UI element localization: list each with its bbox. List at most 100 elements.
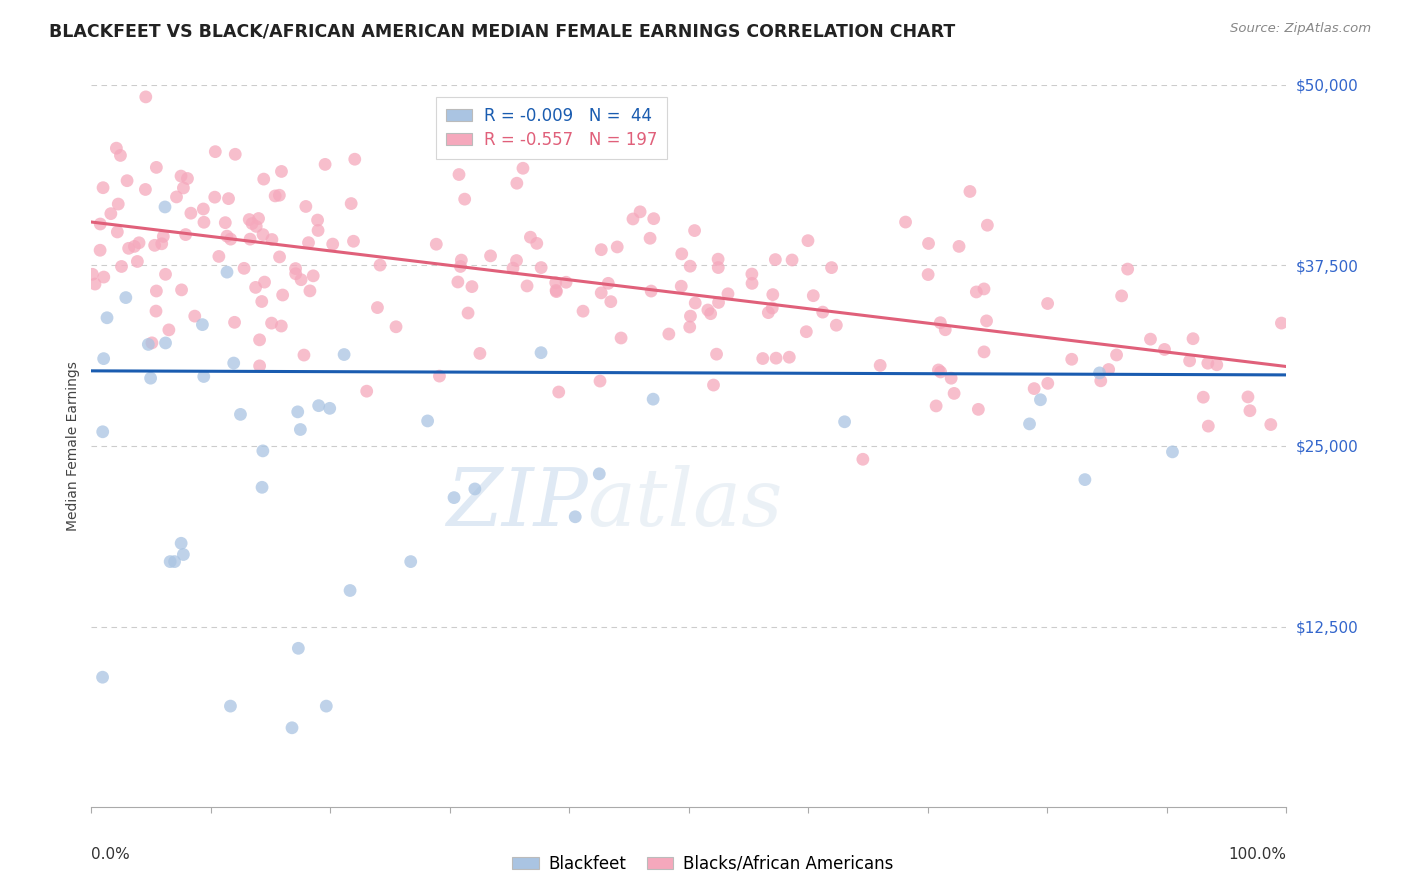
Point (191, 318, 214, 332)
Point (640, 284, 662, 298)
Point (894, 215, 917, 229)
Point (546, 285, 568, 299)
Point (218, 192, 240, 206)
Point (671, 247, 693, 261)
Point (91, 180, 114, 194)
Point (443, 491, 465, 505)
Point (366, 301, 388, 315)
Point (763, 252, 786, 267)
Point (717, 286, 740, 301)
Point (145, 304, 167, 318)
Point (166, 190, 188, 204)
Point (1024, 382, 1046, 396)
Point (1260, 417, 1282, 432)
Point (1178, 354, 1201, 368)
Point (117, 241, 139, 255)
Point (252, 227, 274, 242)
Point (204, 145, 226, 159)
Point (287, 641, 309, 656)
Point (180, 206, 202, 220)
Point (238, 212, 260, 227)
Point (224, 315, 246, 329)
Point (322, 237, 344, 252)
Point (93, 270, 115, 285)
Point (973, 282, 995, 296)
Point (245, 219, 267, 234)
Point (240, 217, 263, 231)
Point (512, 161, 534, 176)
Point (588, 467, 610, 481)
Point (260, 316, 283, 330)
Y-axis label: Median Female Earnings: Median Female Earnings (66, 361, 80, 531)
Point (1088, 366, 1111, 380)
Point (530, 260, 553, 275)
Point (356, 384, 378, 399)
Point (628, 204, 651, 219)
Point (976, 218, 998, 232)
Point (1060, 352, 1083, 367)
Point (707, 295, 730, 310)
Point (193, 215, 215, 229)
Point (679, 320, 702, 334)
Point (1036, 376, 1059, 391)
Point (208, 249, 231, 263)
Text: 0.0%: 0.0% (91, 847, 131, 862)
Point (706, 347, 728, 361)
Point (702, 378, 724, 392)
Point (284, 267, 307, 281)
Point (100, 207, 122, 221)
Point (526, 236, 548, 251)
Point (699, 307, 721, 321)
Point (457, 306, 479, 320)
Point (157, 323, 180, 337)
Point (741, 277, 763, 291)
Point (917, 268, 939, 282)
Point (96, 310, 118, 325)
Point (155, 335, 177, 350)
Point (610, 331, 633, 345)
Point (368, 258, 391, 272)
Point (224, 147, 246, 161)
Point (252, 443, 274, 458)
Point (461, 279, 484, 293)
Point (547, 384, 569, 399)
Point (155, 268, 177, 282)
Point (298, 284, 321, 298)
Point (519, 230, 541, 244)
Point (468, 346, 491, 360)
Point (115, 174, 138, 188)
Point (941, 371, 963, 385)
Point (929, 365, 952, 379)
Point (91, 425, 114, 439)
Point (215, 229, 238, 244)
Point (184, 309, 207, 323)
Point (260, 233, 283, 247)
Point (447, 275, 470, 289)
Point (965, 285, 987, 299)
Point (250, 480, 273, 494)
Point (143, 238, 166, 252)
Point (1018, 417, 1040, 431)
Point (333, 347, 356, 361)
Point (239, 232, 262, 246)
Legend: Blackfeet, Blacks/African Americans: Blackfeet, Blacks/African Americans (506, 848, 900, 880)
Point (290, 273, 312, 287)
Point (222, 356, 245, 370)
Point (1074, 473, 1097, 487)
Point (110, 260, 132, 274)
Point (297, 235, 319, 250)
Point (671, 279, 693, 293)
Point (229, 408, 252, 422)
Point (89, 244, 111, 258)
Point (505, 253, 527, 268)
Point (976, 314, 998, 328)
Legend: R = -0.009   N =  44, R = -0.557   N = 197: R = -0.009 N = 44, R = -0.557 N = 197 (436, 96, 668, 159)
Point (425, 237, 447, 252)
Point (762, 287, 785, 301)
Point (174, 227, 197, 242)
Point (741, 267, 763, 281)
Point (193, 202, 215, 216)
Point (929, 316, 952, 330)
Point (429, 369, 451, 384)
Point (233, 261, 256, 276)
